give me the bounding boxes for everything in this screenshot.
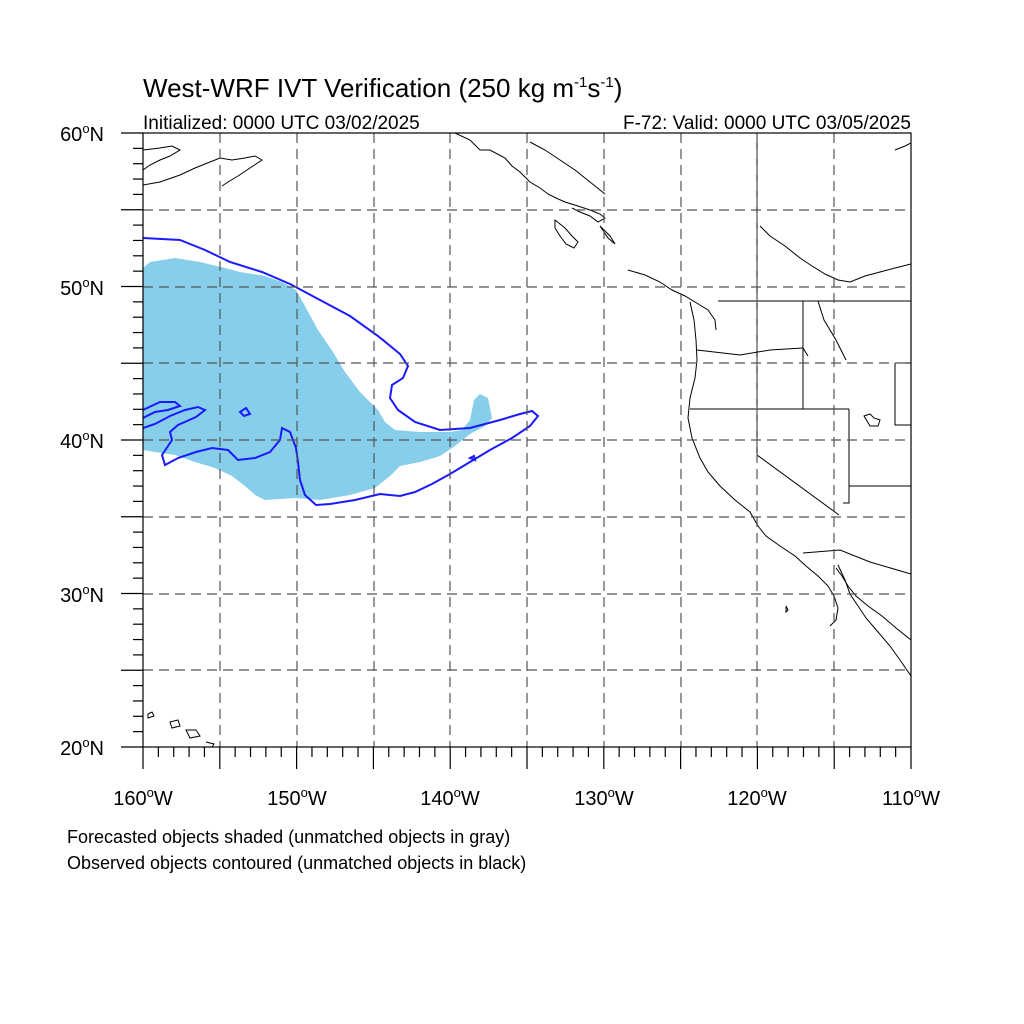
longitude-labels: 160oW 150oW 140oW 130oW 120oW 110oW xyxy=(113,785,940,810)
forecast-ivt-object xyxy=(143,258,492,500)
lon-label-140w: 140oW xyxy=(420,785,480,810)
lat-label-60n: 60oN xyxy=(60,121,104,146)
observed-ivt-contour xyxy=(143,237,540,507)
lat-label-40n: 40oN xyxy=(60,428,104,453)
lon-label-110w: 110oW xyxy=(882,785,940,810)
footnote-forecast: Forecasted objects shaded (unmatched obj… xyxy=(67,827,510,847)
latitude-labels: 60oN 50oN 40oN 30oN 20oN xyxy=(60,121,104,760)
lat-label-50n: 50oN xyxy=(60,275,104,300)
lon-label-130w: 130oW xyxy=(574,785,634,810)
lon-label-120w: 120oW xyxy=(727,785,787,810)
political-borders xyxy=(690,133,911,575)
valid-time: F-72: Valid: 0000 UTC 03/05/2025 xyxy=(623,113,911,134)
lat-lon-grid xyxy=(143,133,911,747)
coastlines xyxy=(143,133,911,747)
footnote-observed: Observed objects contoured (unmatched ob… xyxy=(67,853,526,873)
initialized-time: Initialized: 0000 UTC 03/02/2025 xyxy=(143,113,420,134)
lat-label-30n: 30oN xyxy=(60,582,104,607)
lon-label-150w: 150oW xyxy=(267,785,327,810)
map-title: West-WRF IVT Verification (250 kg m-1s-1… xyxy=(143,73,622,103)
axis-ticks xyxy=(121,132,912,769)
lat-label-20n: 20oN xyxy=(60,735,104,760)
lon-label-160w: 160oW xyxy=(113,785,173,810)
